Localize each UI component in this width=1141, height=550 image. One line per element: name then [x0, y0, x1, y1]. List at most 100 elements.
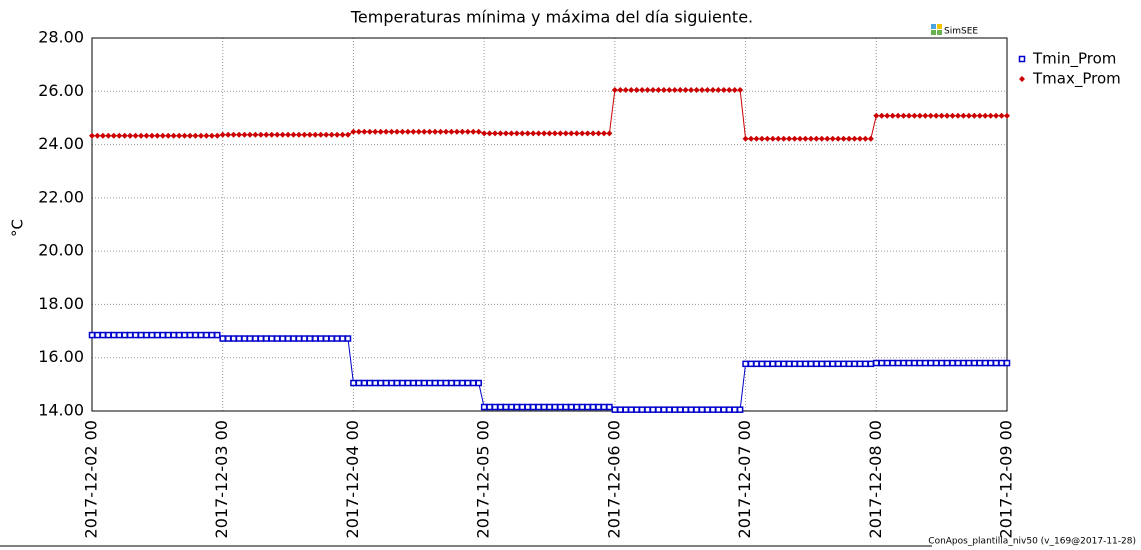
marker — [127, 132, 134, 139]
marker — [568, 130, 575, 137]
marker — [709, 406, 717, 413]
logo-square — [937, 24, 942, 29]
marker — [649, 406, 657, 413]
marker — [660, 86, 667, 93]
y-tick-label: 24.00 — [38, 134, 84, 153]
marker — [688, 86, 695, 93]
marker — [312, 335, 319, 342]
marker — [797, 135, 804, 142]
marker — [154, 331, 161, 339]
marker — [410, 379, 417, 387]
marker — [1003, 359, 1011, 367]
marker — [110, 331, 118, 339]
marker — [246, 335, 254, 342]
marker — [824, 135, 831, 142]
marker — [214, 331, 221, 339]
marker — [421, 128, 428, 135]
marker — [971, 359, 978, 367]
marker — [372, 128, 379, 135]
marker — [731, 86, 738, 93]
y-tick-label: 16.00 — [38, 347, 84, 366]
marker — [508, 130, 515, 137]
x-tick-label: 2017-12-04 00 — [343, 420, 362, 538]
series: Tmin_Prom — [88, 50, 1116, 413]
marker — [780, 360, 787, 368]
marker — [600, 130, 607, 137]
marker — [987, 359, 994, 367]
marker — [176, 132, 183, 139]
x-tick-label: 2017-12-06 00 — [604, 420, 623, 538]
marker — [448, 128, 455, 135]
marker — [573, 403, 580, 411]
marker — [938, 359, 945, 367]
marker — [453, 128, 460, 135]
marker — [633, 406, 640, 413]
marker — [513, 130, 520, 137]
marker — [415, 128, 422, 135]
marker — [208, 331, 216, 339]
marker — [143, 132, 150, 139]
marker — [666, 406, 673, 413]
marker — [644, 406, 651, 413]
marker — [982, 112, 989, 119]
marker — [323, 131, 330, 138]
x-tick-label: 2017-12-09 00 — [997, 420, 1016, 538]
marker — [290, 335, 297, 342]
marker — [497, 130, 504, 137]
marker — [611, 406, 619, 413]
marker — [916, 359, 924, 367]
marker — [165, 331, 172, 339]
logo-square — [931, 24, 936, 29]
marker — [404, 379, 412, 387]
marker — [922, 359, 929, 367]
marker — [578, 403, 586, 411]
marker — [873, 112, 880, 119]
marker — [442, 379, 450, 387]
marker — [807, 360, 815, 368]
marker — [737, 86, 744, 93]
marker — [541, 130, 548, 137]
marker — [1004, 112, 1010, 119]
marker — [279, 131, 286, 138]
marker — [840, 135, 847, 142]
x-tick-label: 2017-12-05 00 — [474, 420, 493, 538]
marker — [845, 360, 853, 368]
marker — [214, 132, 221, 139]
marker — [682, 86, 689, 93]
marker — [186, 331, 194, 339]
marker — [922, 112, 929, 119]
marker — [328, 131, 335, 138]
y-tick-label: 18.00 — [38, 294, 84, 313]
marker — [590, 130, 597, 137]
marker — [159, 331, 167, 339]
marker — [464, 379, 472, 387]
marker — [132, 331, 139, 339]
marker — [350, 128, 357, 135]
marker — [595, 403, 602, 411]
marker — [339, 131, 346, 138]
marker — [562, 130, 569, 137]
marker — [524, 130, 531, 137]
marker — [317, 335, 324, 342]
marker — [758, 135, 765, 142]
marker — [676, 406, 684, 413]
marker — [377, 379, 384, 387]
series-line — [92, 334, 1007, 411]
marker — [437, 128, 444, 135]
marker — [993, 112, 1000, 119]
marker — [301, 335, 308, 342]
marker — [148, 331, 156, 339]
marker — [791, 360, 798, 368]
x-tick-label: 2017-12-08 00 — [866, 420, 885, 538]
marker — [769, 360, 777, 368]
marker — [502, 403, 510, 411]
marker — [268, 335, 275, 342]
marker — [933, 112, 940, 119]
marker — [715, 86, 722, 93]
marker — [350, 379, 357, 387]
marker — [748, 135, 755, 142]
marker — [851, 135, 858, 142]
marker — [126, 331, 134, 339]
plot-frame — [91, 37, 1008, 412]
marker — [655, 406, 662, 413]
